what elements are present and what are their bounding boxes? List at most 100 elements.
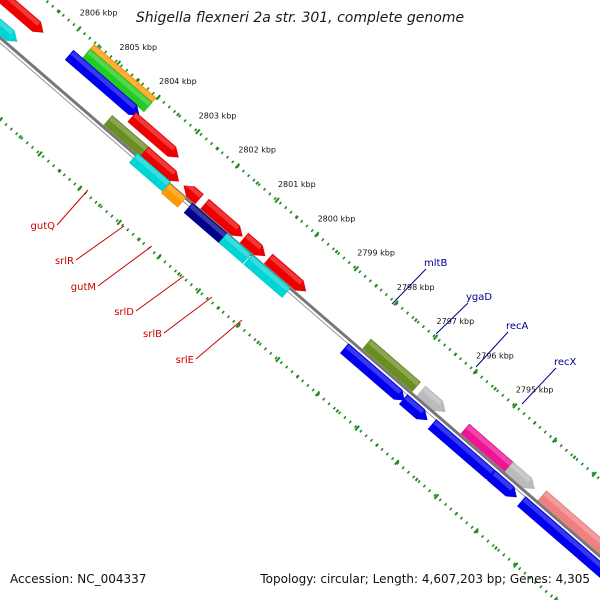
tick-label: 2799 kbp — [357, 249, 395, 258]
outer-tick-mark — [295, 215, 299, 220]
gene-label: srlD — [114, 307, 134, 318]
gene-feature-highlight — [269, 255, 303, 285]
gene-label-leader — [135, 275, 185, 312]
gene-feature — [139, 146, 180, 182]
gene-feature — [200, 198, 243, 237]
gene-feature — [362, 338, 422, 393]
gene-feature — [398, 393, 428, 421]
gene-feature — [243, 254, 291, 299]
outer-tick-mark — [532, 420, 537, 425]
gene-feature-highlight — [185, 182, 203, 198]
accession-text: Accession: NC_004337 — [10, 572, 147, 586]
gene-feature-highlight — [133, 113, 176, 151]
gene-label: recX — [554, 357, 577, 368]
outer-tick-mark — [572, 455, 577, 460]
tick-label: 2804 kbp — [159, 77, 197, 86]
inner-tick-mark — [533, 580, 538, 585]
gene-feature — [460, 423, 515, 474]
gene-feature-highlight — [166, 184, 185, 202]
inner-tick-mark — [354, 425, 360, 431]
gene-feature-highlight — [543, 491, 600, 545]
inner-tick-mark — [235, 322, 241, 329]
inner-tick-mark — [433, 493, 440, 500]
outer-tick-mark — [274, 197, 280, 204]
gene-label: srlB — [143, 329, 162, 340]
gene-feature-highlight — [189, 204, 229, 240]
gene-label-leader — [163, 296, 213, 334]
outer-tick-mark — [255, 181, 260, 186]
outer-tick-mark — [374, 283, 379, 288]
gene-feature — [263, 253, 307, 292]
tick-label: 2801 kbp — [278, 180, 316, 189]
inner-tick-mark — [116, 219, 123, 226]
outer-tick-mark — [453, 352, 458, 357]
outer-tick-mark — [234, 163, 241, 169]
gene-label: mltB — [424, 258, 447, 269]
gene-feature-highlight — [492, 471, 514, 491]
inner-tick-mark — [156, 253, 162, 260]
inner-tick-mark — [37, 151, 43, 157]
inner-tick-mark — [195, 288, 202, 294]
inner-tick-mark — [375, 443, 379, 448]
gene-feature — [504, 461, 535, 490]
gene-feature — [183, 185, 205, 205]
gene-feature-highlight — [249, 256, 290, 292]
gene-feature-highlight — [510, 463, 532, 483]
inner-tick-mark — [216, 306, 221, 311]
gene-feature-highlight — [145, 147, 176, 175]
outer-tick-mark — [353, 265, 360, 272]
tick-label: 2798 kbp — [397, 283, 435, 292]
outer-tick-mark — [96, 44, 101, 48]
gene-feature — [537, 490, 600, 555]
gene-feature — [128, 152, 172, 192]
gene-label: gutM — [71, 282, 96, 293]
gene-feature-highlight — [134, 154, 170, 186]
outer-tick-mark — [215, 146, 220, 151]
gene-feature-highlight — [70, 51, 137, 109]
gene-feature-highlight — [224, 234, 250, 258]
inner-tick-mark — [76, 185, 83, 192]
outer-tick-mark — [551, 437, 558, 444]
outer-tick-mark — [591, 471, 597, 478]
outer-tick-mark — [155, 94, 161, 101]
gene-label-leader — [97, 245, 153, 287]
gene-feature — [127, 111, 180, 158]
gene-feature-highlight — [368, 340, 420, 386]
gene-feature-highlight — [522, 497, 600, 568]
inner-tick-mark — [295, 374, 300, 379]
gene-feature — [339, 342, 406, 401]
tick-label: 2802 kbp — [238, 146, 276, 155]
gene-feature — [218, 232, 252, 265]
inner-tick-mark — [256, 340, 260, 345]
tick-label: 2797 kbp — [437, 317, 475, 326]
inner-tick-mark — [553, 596, 559, 600]
outer-tick-mark — [76, 25, 82, 32]
gene-label-leader — [195, 319, 243, 360]
tick-label: 2796 kbp — [476, 351, 514, 360]
inner-tick-mark — [137, 237, 142, 242]
inner-tick-mark — [18, 134, 23, 139]
tick-label: 2803 kbp — [199, 111, 237, 120]
tick-label: 2805 kbp — [119, 43, 157, 52]
inner-tick-mark — [314, 390, 321, 397]
gene-feature-highlight — [422, 387, 443, 406]
inner-tick-mark — [494, 546, 498, 550]
gene-feature-highlight — [109, 116, 149, 152]
gene-feature-highlight — [7, 0, 41, 26]
gene-feature — [160, 182, 187, 208]
gene-label: srlR — [55, 256, 74, 267]
inner-tick-mark — [97, 203, 102, 208]
gene-label: srlE — [176, 355, 194, 366]
outer-tick-mark — [432, 334, 439, 341]
gene-feature-highlight — [404, 395, 425, 414]
outer-tick-mark — [195, 128, 201, 135]
inner-tick-mark — [414, 477, 419, 482]
outer-tick-mark — [314, 231, 320, 238]
gene-feature-highlight — [91, 45, 155, 102]
genome-summary-text: Topology: circular; Length: 4,607,203 bp… — [260, 572, 590, 586]
gene-label: ygaD — [466, 292, 492, 303]
gene-label-leader — [435, 302, 469, 335]
gene-label-leader — [391, 268, 427, 305]
inner-tick-mark — [454, 511, 459, 516]
inner-ruler — [0, 117, 559, 600]
